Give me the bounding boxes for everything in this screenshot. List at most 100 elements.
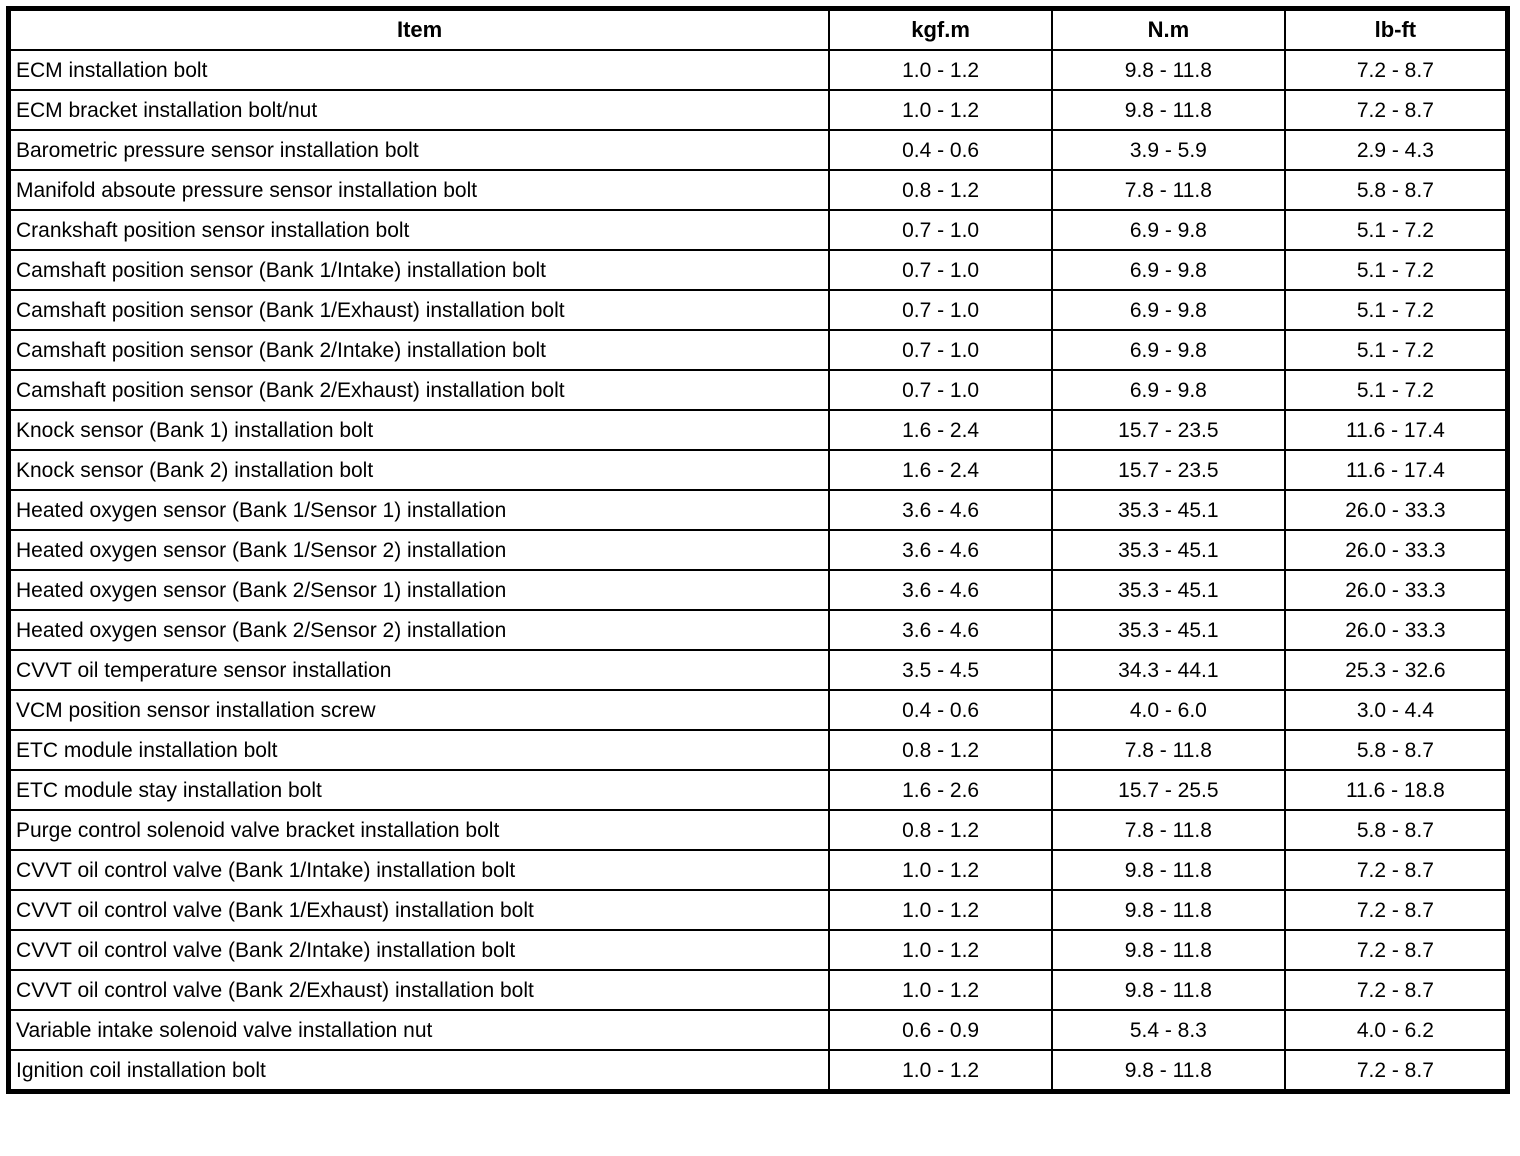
column-header-kgfm: kgf.m [828,7,1053,51]
lbft-cell: 5.1 - 7.2 [1283,289,1509,331]
table-row: CVVT oil temperature sensor installation… [7,649,1509,691]
lbft-cell: 7.2 - 8.7 [1283,969,1509,1011]
nm-cell: 15.7 - 23.5 [1050,449,1286,491]
kgfm-cell: 0.4 - 0.6 [828,689,1053,731]
table-row: CVVT oil control valve (Bank 1/Exhaust) … [7,889,1509,931]
nm-cell: 9.8 - 11.8 [1050,89,1286,131]
table-row: Heated oxygen sensor (Bank 1/Sensor 1) i… [7,489,1509,531]
nm-cell: 7.8 - 11.8 [1050,169,1286,211]
lbft-cell: 2.9 - 4.3 [1283,129,1509,171]
nm-cell: 15.7 - 25.5 [1050,769,1286,811]
lbft-cell: 3.0 - 4.4 [1283,689,1509,731]
item-cell: ECM installation bolt [7,49,831,91]
table-row: Heated oxygen sensor (Bank 1/Sensor 2) i… [7,529,1509,571]
item-cell: ETC module installation bolt [7,729,831,771]
item-cell: Purge control solenoid valve bracket ins… [7,809,831,851]
kgfm-cell: 1.6 - 2.4 [828,449,1053,491]
kgfm-cell: 0.6 - 0.9 [828,1009,1053,1051]
column-header-nm: N.m [1050,7,1286,51]
lbft-cell: 26.0 - 33.3 [1283,609,1509,651]
kgfm-cell: 1.0 - 1.2 [828,969,1053,1011]
kgfm-cell: 0.8 - 1.2 [828,169,1053,211]
nm-cell: 9.8 - 11.8 [1050,929,1286,971]
kgfm-cell: 1.0 - 1.2 [828,849,1053,891]
kgfm-cell: 1.0 - 1.2 [828,1049,1053,1093]
nm-cell: 9.8 - 11.8 [1050,1049,1286,1093]
table-row: CVVT oil control valve (Bank 2/Intake) i… [7,929,1509,971]
table-row: VCM position sensor installation screw 0.… [7,689,1509,731]
item-cell: Heated oxygen sensor (Bank 2/Sensor 2) i… [7,609,831,651]
item-cell: VCM position sensor installation screw [7,689,831,731]
table-row: Camshaft position sensor (Bank 1/Intake)… [7,249,1509,291]
lbft-cell: 26.0 - 33.3 [1283,489,1509,531]
item-cell: Camshaft position sensor (Bank 2/Exhaust… [7,369,831,411]
table-row: Heated oxygen sensor (Bank 2/Sensor 1) i… [7,569,1509,611]
kgfm-cell: 0.7 - 1.0 [828,369,1053,411]
table-header: Item kgf.m N.m lb-ft [7,7,1509,51]
table-row: Variable intake solenoid valve installat… [7,1009,1509,1051]
nm-cell: 6.9 - 9.8 [1050,289,1286,331]
nm-cell: 4.0 - 6.0 [1050,689,1286,731]
lbft-cell: 26.0 - 33.3 [1283,569,1509,611]
kgfm-cell: 0.7 - 1.0 [828,289,1053,331]
lbft-cell: 5.1 - 7.2 [1283,249,1509,291]
table-row: ECM bracket installation bolt/nut 1.0 - 1… [7,89,1509,131]
nm-cell: 6.9 - 9.8 [1050,209,1286,251]
table-body: ECM installation bolt 1.0 - 1.2 9.8 - 11.8… [7,49,1509,1093]
kgfm-cell: 3.5 - 4.5 [828,649,1053,691]
nm-cell: 9.8 - 11.8 [1050,889,1286,931]
lbft-cell: 25.3 - 32.6 [1283,649,1509,691]
table-row: Heated oxygen sensor (Bank 2/Sensor 2) i… [7,609,1509,651]
kgfm-cell: 3.6 - 4.6 [828,529,1053,571]
column-header-lbft: lb-ft [1283,7,1509,51]
torque-spec-page: Item kgf.m N.m lb-ft ECM installation bo… [6,6,1510,1094]
item-cell: Knock sensor (Bank 1) installation bolt [7,409,831,451]
lbft-cell: 11.6 - 17.4 [1283,409,1509,451]
item-cell: CVVT oil control valve (Bank 2/Exhaust) … [7,969,831,1011]
kgfm-cell: 0.7 - 1.0 [828,209,1053,251]
lbft-cell: 11.6 - 17.4 [1283,449,1509,491]
item-cell: Crankshaft position sensor installation … [7,209,831,251]
kgfm-cell: 1.6 - 2.4 [828,409,1053,451]
lbft-cell: 5.1 - 7.2 [1283,329,1509,371]
lbft-cell: 7.2 - 8.7 [1283,929,1509,971]
table-row: ETC module installation bolt 0.8 - 1.2 7.8… [7,729,1509,771]
kgfm-cell: 0.7 - 1.0 [828,329,1053,371]
item-cell: Camshaft position sensor (Bank 2/Intake)… [7,329,831,371]
torque-spec-table: Item kgf.m N.m lb-ft ECM installation bo… [6,6,1510,1094]
item-cell: Knock sensor (Bank 2) installation bolt [7,449,831,491]
kgfm-cell: 1.0 - 1.2 [828,49,1053,91]
kgfm-cell: 1.0 - 1.2 [828,889,1053,931]
item-cell: CVVT oil control valve (Bank 2/Intake) i… [7,929,831,971]
lbft-cell: 5.8 - 8.7 [1283,169,1509,211]
nm-cell: 6.9 - 9.8 [1050,369,1286,411]
lbft-cell: 7.2 - 8.7 [1283,849,1509,891]
kgfm-cell: 3.6 - 4.6 [828,569,1053,611]
header-row: Item kgf.m N.m lb-ft [7,7,1509,51]
kgfm-cell: 0.4 - 0.6 [828,129,1053,171]
nm-cell: 35.3 - 45.1 [1050,529,1286,571]
item-cell: ECM bracket installation bolt/nut [7,89,831,131]
item-cell: Barometric pressure sensor installation … [7,129,831,171]
lbft-cell: 7.2 - 8.7 [1283,89,1509,131]
lbft-cell: 5.1 - 7.2 [1283,209,1509,251]
table-row: Barometric pressure sensor installation … [7,129,1509,171]
item-cell: Camshaft position sensor (Bank 1/Intake)… [7,249,831,291]
table-row: Ignition coil installation bolt 1.0 - 1.2… [7,1049,1509,1093]
lbft-cell: 7.2 - 8.7 [1283,1049,1509,1093]
table-row: ECM installation bolt 1.0 - 1.2 9.8 - 11.8… [7,49,1509,91]
nm-cell: 35.3 - 45.1 [1050,609,1286,651]
lbft-cell: 5.8 - 8.7 [1283,809,1509,851]
table-row: Crankshaft position sensor installation … [7,209,1509,251]
kgfm-cell: 0.7 - 1.0 [828,249,1053,291]
nm-cell: 7.8 - 11.8 [1050,809,1286,851]
table-row: CVVT oil control valve (Bank 1/Intake) i… [7,849,1509,891]
nm-cell: 3.9 - 5.9 [1050,129,1286,171]
table-row: CVVT oil control valve (Bank 2/Exhaust) … [7,969,1509,1011]
lbft-cell: 7.2 - 8.7 [1283,889,1509,931]
table-row: Camshaft position sensor (Bank 1/Exhaust… [7,289,1509,331]
nm-cell: 9.8 - 11.8 [1050,969,1286,1011]
nm-cell: 15.7 - 23.5 [1050,409,1286,451]
item-cell: CVVT oil control valve (Bank 1/Intake) i… [7,849,831,891]
nm-cell: 9.8 - 11.8 [1050,849,1286,891]
